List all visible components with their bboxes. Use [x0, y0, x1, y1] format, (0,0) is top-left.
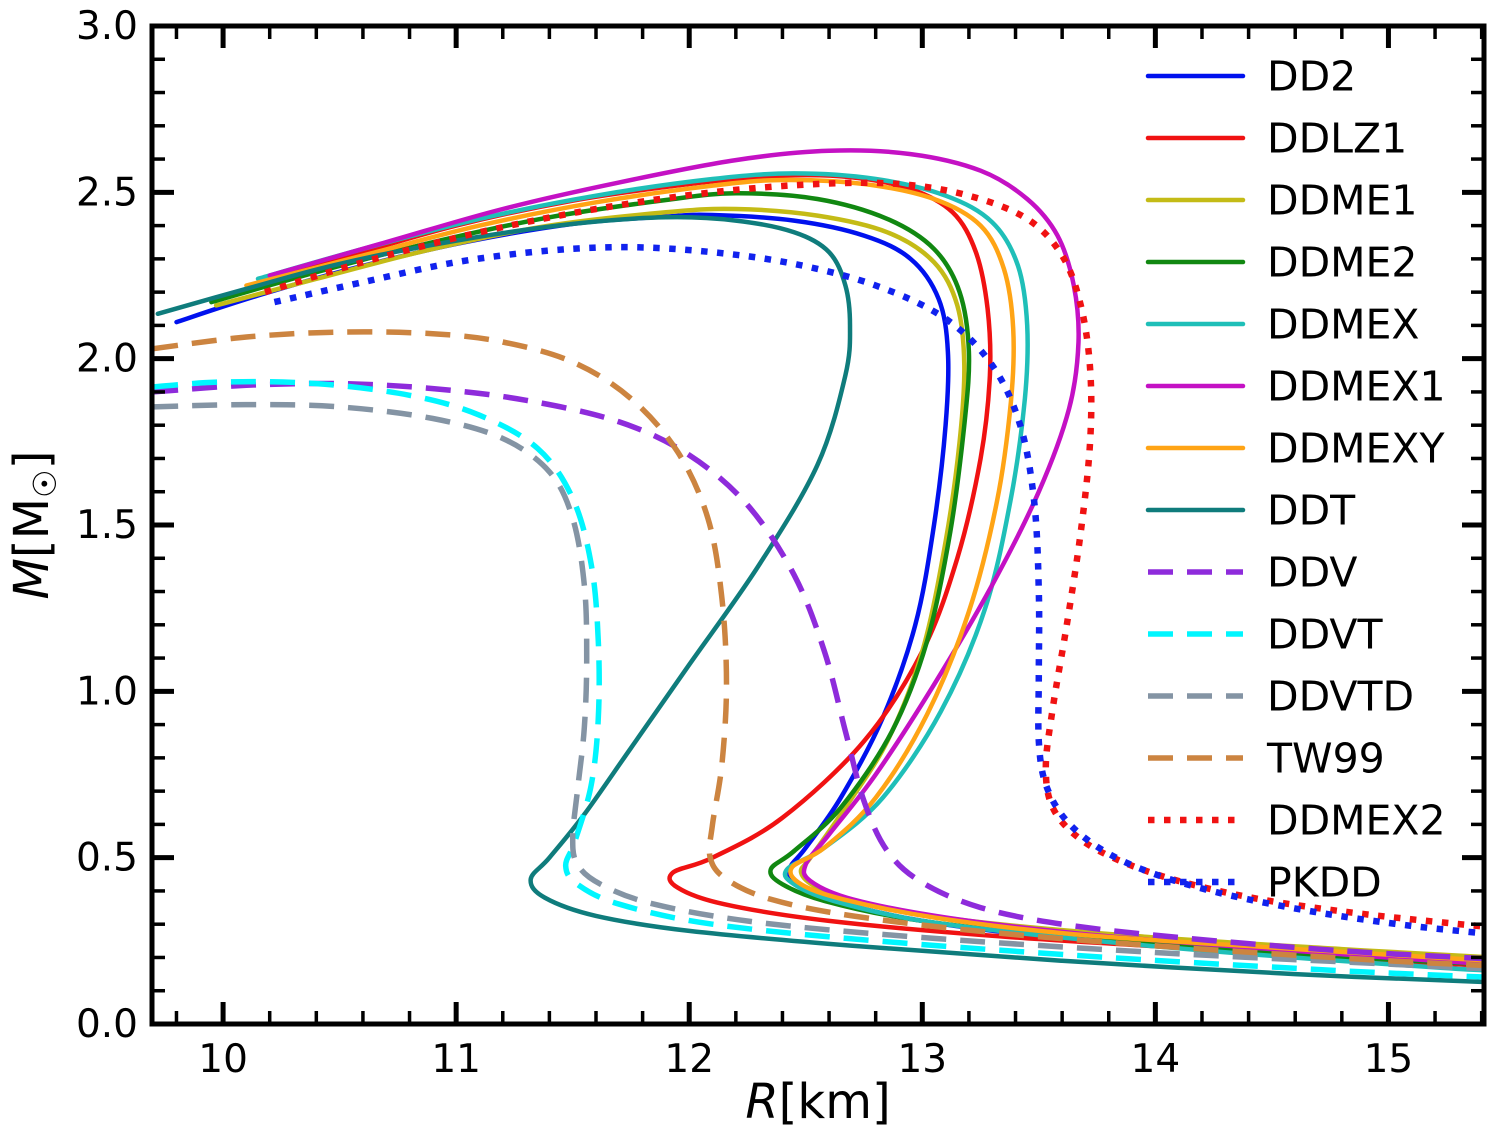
- x-tick-label: 12: [664, 1037, 714, 1082]
- x-tick-label: 15: [1364, 1037, 1414, 1082]
- curve-DDV: [153, 380, 1484, 962]
- legend-entry-DDV: DDV: [1148, 549, 1357, 597]
- x-tick-label: 11: [431, 1037, 481, 1082]
- x-tick-label: 10: [198, 1037, 248, 1082]
- tick-labels: 10 11 12 13 14 15 0.0 0.5 1.0 1.5 2.0 2.5 3.0: [76, 4, 1413, 1082]
- curve-DDMEX2: [264, 179, 1484, 930]
- y-tick-label: 2.0: [76, 337, 138, 382]
- x-tick-label: 14: [1131, 1037, 1181, 1082]
- ticks-group: [152, 23, 1484, 1027]
- curve-TW99: [152, 329, 1484, 969]
- legend-label-DDME1: DDME1: [1267, 177, 1418, 225]
- legend-label-DDMEXY: DDMEXY: [1267, 425, 1446, 473]
- legend-entry-DDMEX1: DDMEX1: [1145, 363, 1446, 411]
- y-tick-label: 1.0: [76, 669, 138, 714]
- legend-label-DDME2: DDME2: [1267, 239, 1418, 287]
- legend-label-DDT: DDT: [1267, 487, 1356, 535]
- legend-entry-DDLZ1: DDLZ1: [1145, 115, 1407, 163]
- y-axis-label: M[M☉]: [4, 451, 64, 600]
- x-axis-label: R[km]: [745, 1074, 890, 1130]
- legend-entry-TW99: TW99: [1148, 735, 1385, 783]
- legend-entry-DDT: DDT: [1145, 487, 1356, 535]
- legend-entry-DDMEXY: DDMEXY: [1145, 425, 1446, 473]
- curve-DDMEXY: [244, 177, 1484, 963]
- legend-label-DDLZ1: DDLZ1: [1267, 115, 1407, 163]
- legend-entry-DDME2: DDME2: [1145, 239, 1418, 287]
- curve-DDVTD: [153, 401, 1484, 972]
- curve-DDVT: [153, 378, 1484, 980]
- legend-label-PKDD: PKDD: [1267, 859, 1382, 907]
- legend-entry-DD2: DD2: [1145, 53, 1356, 101]
- y-tick-label: 0.0: [76, 1002, 138, 1047]
- legend-label-TW99: TW99: [1266, 735, 1385, 783]
- y-tick-label: 0.5: [76, 836, 138, 881]
- legend-entry-DDMEX: DDMEX: [1145, 301, 1420, 349]
- legend-label-DDVTD: DDVTD: [1267, 673, 1414, 721]
- legend-entry-PKDD: PKDD: [1148, 859, 1382, 907]
- legend-entry-DDME1: DDME1: [1145, 177, 1418, 225]
- legend-label-DDV: DDV: [1267, 549, 1357, 597]
- curves-group: [152, 148, 1484, 985]
- legend-label-DDMEX2: DDMEX2: [1267, 797, 1446, 845]
- legend: DD2 DDLZ1 DDME1 DDME2 DDMEX DDMEX1 DDMEXY DDT DD…: [1145, 53, 1446, 907]
- legend-label-DDMEX1: DDMEX1: [1267, 363, 1446, 411]
- legend-entry-DDMEX2: DDMEX2: [1148, 797, 1446, 845]
- y-tick-label: 1.5: [76, 503, 138, 548]
- curve-DDT: [155, 214, 1484, 985]
- curve-DDMEX: [255, 171, 1484, 973]
- legend-entry-DDVT: DDVT: [1148, 611, 1383, 659]
- legend-label-DDVT: DDVT: [1267, 611, 1383, 659]
- legend-label-DD2: DD2: [1267, 53, 1356, 101]
- y-tick-label: 3.0: [76, 4, 138, 49]
- y-tick-label: 2.5: [76, 170, 138, 215]
- legend-label-DDMEX: DDMEX: [1267, 301, 1420, 349]
- x-tick-label: 13: [897, 1037, 947, 1082]
- legend-entry-DDVTD: DDVTD: [1148, 673, 1414, 721]
